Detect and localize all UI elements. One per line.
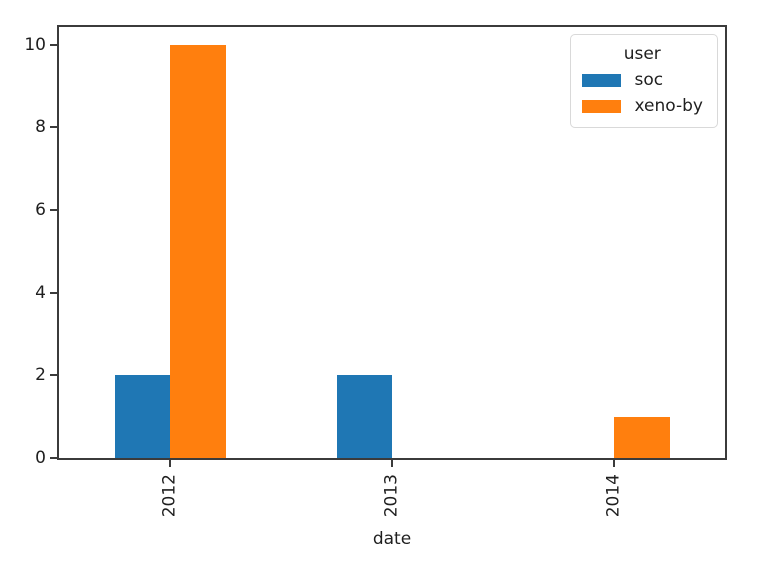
x-tick-label-text: 2013	[381, 474, 401, 518]
x-tick-label-text: 2014	[603, 474, 623, 518]
legend: user soc xeno-by	[569, 34, 718, 128]
y-tick-label: 10	[24, 34, 46, 55]
y-tick-mark	[50, 209, 57, 212]
x-tick-label-text: 2012	[159, 474, 179, 518]
bar-soc-2013	[336, 375, 392, 458]
y-tick-mark	[50, 457, 57, 459]
legend-label-soc: soc	[634, 70, 664, 90]
x-tick-mark	[391, 460, 393, 467]
y-tick-mark	[50, 126, 57, 129]
y-tick-label: 0	[35, 448, 46, 468]
legend-swatch-xeno-by	[581, 99, 621, 113]
y-tick-mark	[50, 374, 57, 377]
y-tick-mark	[50, 291, 57, 294]
x-axis-label: date	[372, 529, 412, 549]
legend-label-xeno-by: xeno-by	[634, 96, 703, 116]
bar-xeno-by-2014	[614, 416, 670, 458]
legend-item-soc: soc	[581, 68, 703, 92]
legend-swatch-soc	[581, 73, 621, 87]
bar-soc-2012	[114, 375, 170, 458]
y-tick-label: 8	[35, 117, 46, 138]
legend-item-xeno-by: xeno-by	[581, 94, 703, 118]
legend-title: user	[623, 44, 661, 64]
bar-xeno-by-2012	[170, 44, 226, 458]
plot-area: user soc xeno-by	[57, 25, 727, 460]
y-tick-label: 2	[35, 365, 46, 386]
y-tick-label: 4	[35, 282, 46, 303]
x-tick-mark	[169, 460, 171, 467]
y-tick-mark	[50, 43, 57, 46]
y-tick-label: 6	[35, 200, 46, 221]
x-tick-mark	[613, 460, 615, 467]
